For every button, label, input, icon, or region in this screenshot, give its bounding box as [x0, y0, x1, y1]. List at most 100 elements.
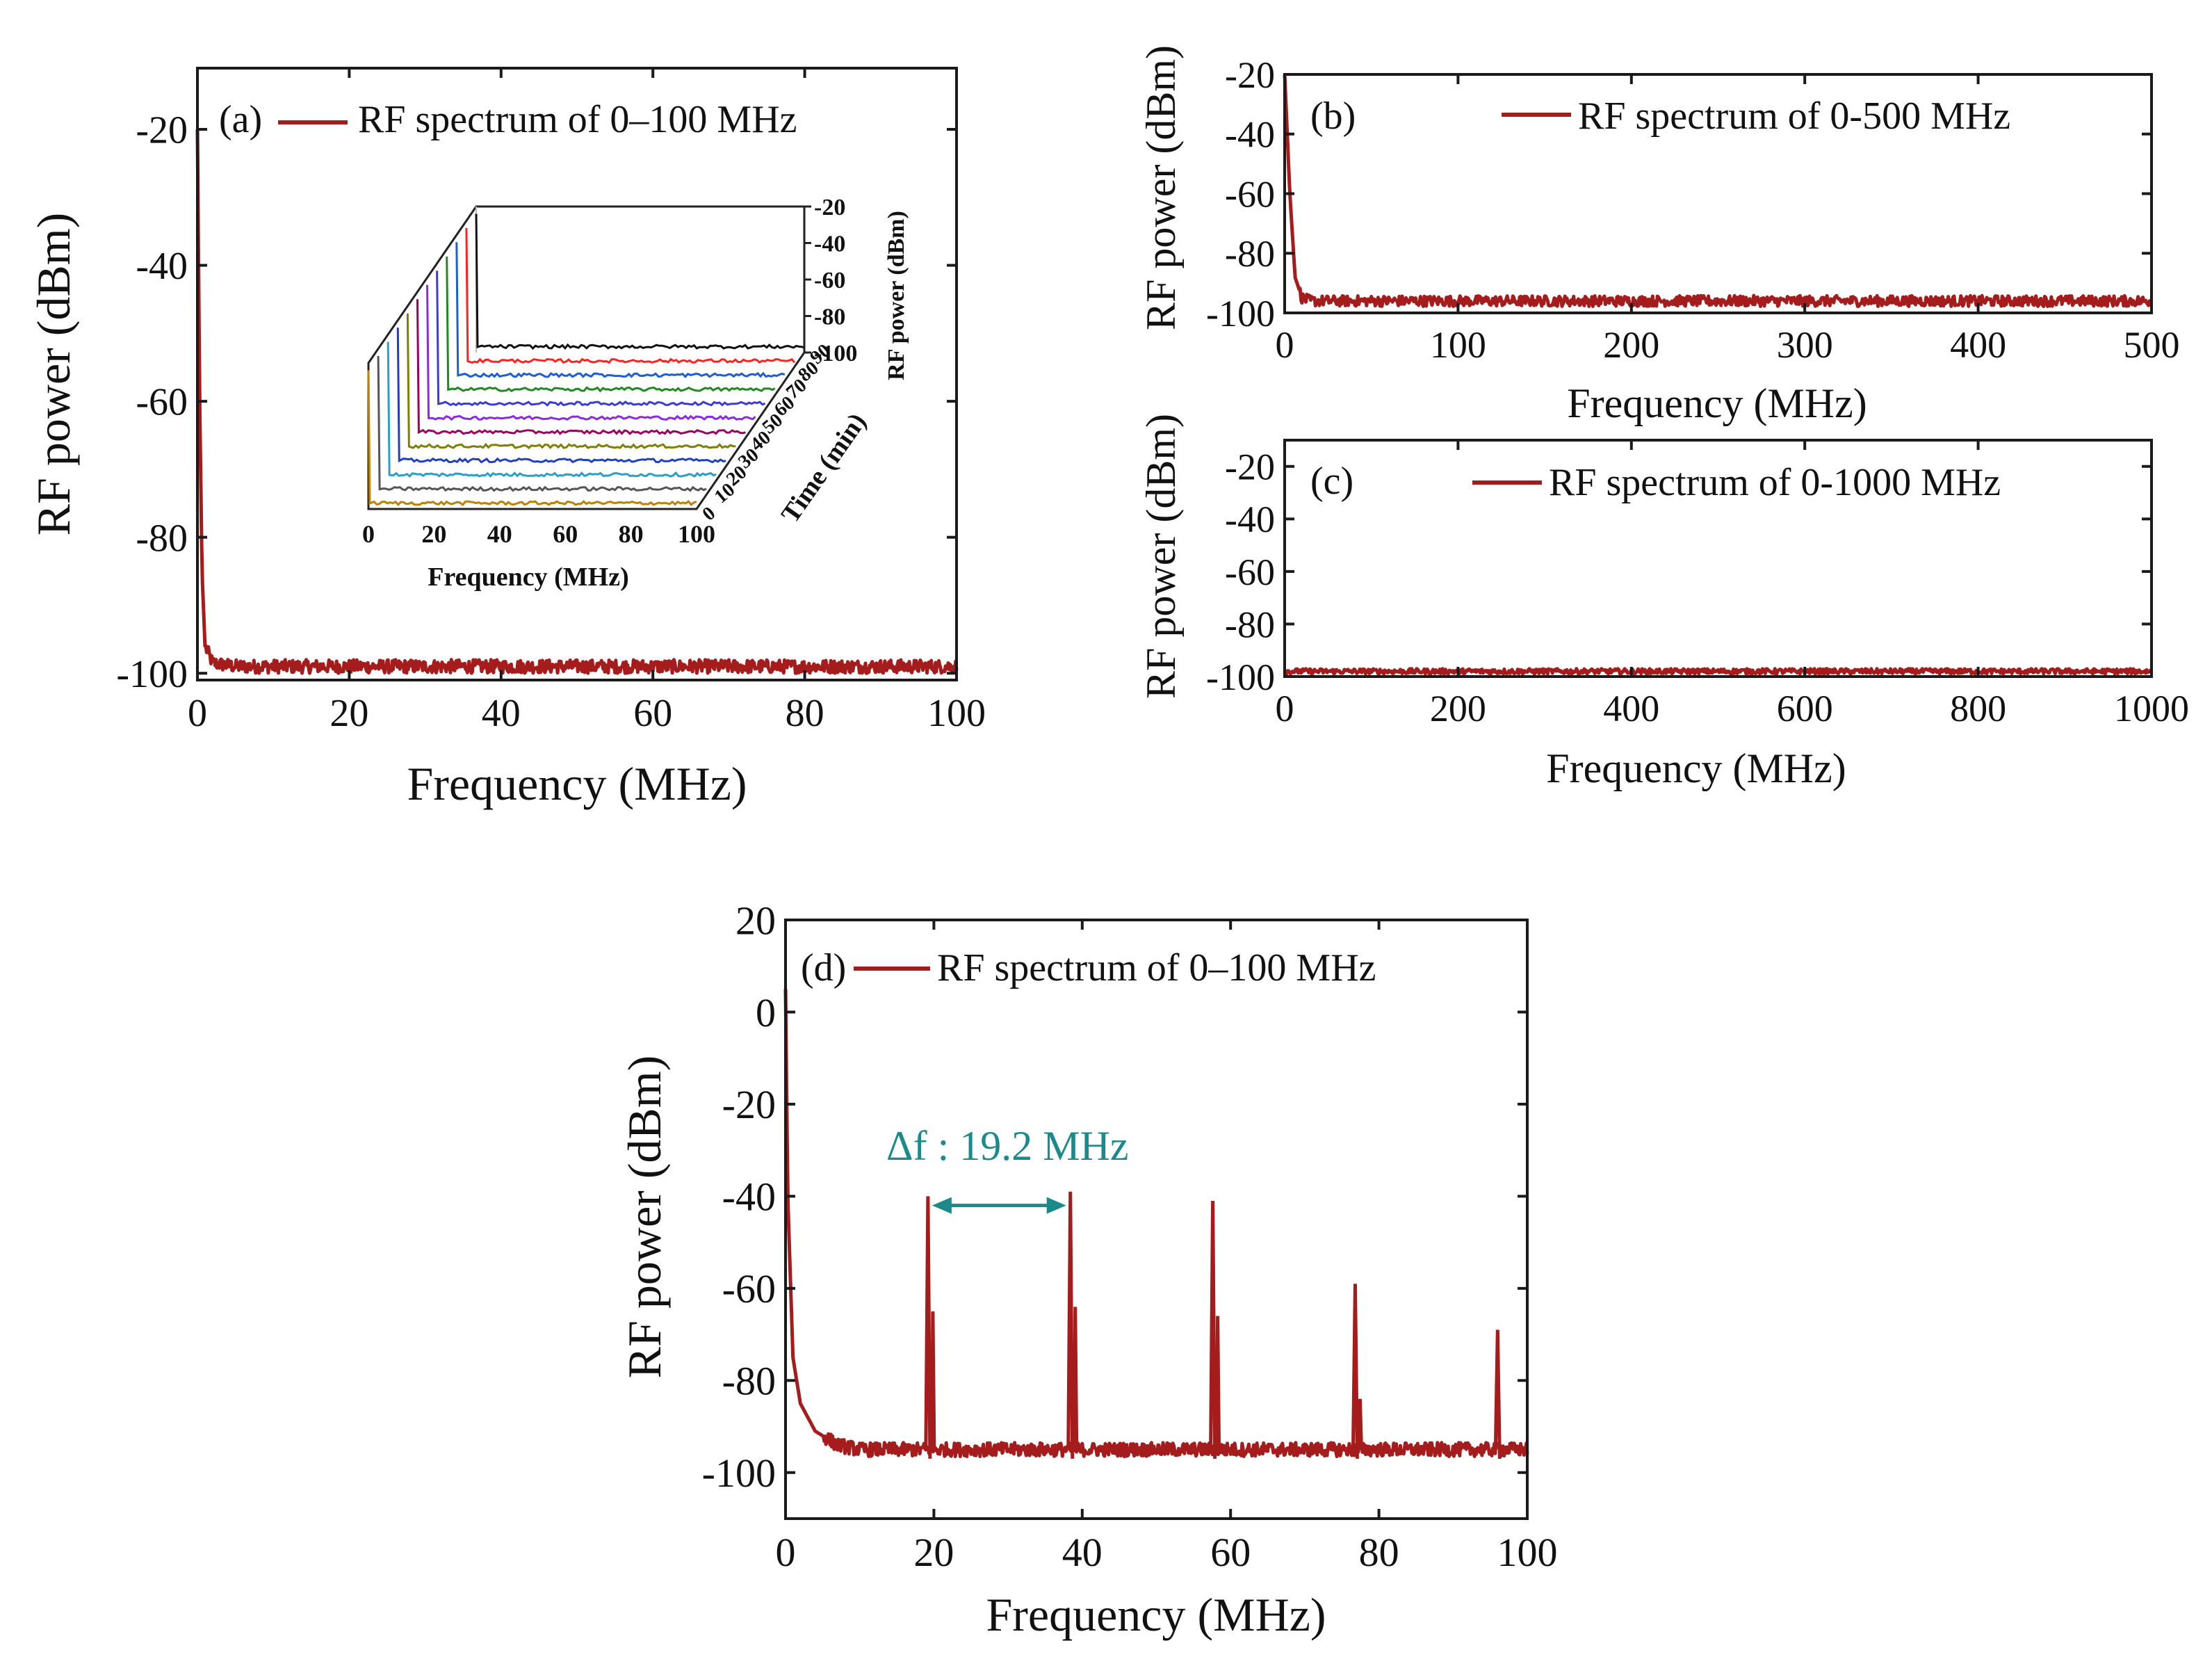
panel-c-xlabel: Frequency (MHz) — [1546, 745, 1846, 791]
panel-c-legend: RF spectrum of 0-1000 MHz — [1549, 461, 2001, 504]
panel-a-inset: 0 20 40 60 80 100-20-40-60-80-100010203040506… — [362, 195, 857, 548]
panel-d-ytick-label: 0 — [756, 990, 776, 1035]
panel-b-trace — [1283, 74, 2154, 308]
inset-time-label: Time (min) — [776, 408, 872, 528]
panel-d-xtick-label: 20 — [913, 1530, 954, 1575]
inset-ztick-label: -60 — [814, 268, 845, 293]
panel-c-ylabel: RF power (dBm) — [1138, 414, 1184, 699]
panel-c-ytick-label: -40 — [1225, 499, 1275, 540]
panel-b-xtick-label: 0 — [1276, 324, 1294, 366]
inset-xlabel: Frequency (MHz) — [428, 563, 629, 592]
panel-b-ytick-label: -20 — [1225, 54, 1275, 96]
panel-a-ytick-label: -60 — [136, 381, 188, 424]
panel-d-trace — [783, 989, 1529, 1459]
panel-d-peak — [924, 1196, 936, 1459]
panel-a-xtick-label: 40 — [482, 692, 521, 735]
inset-trace — [416, 299, 746, 435]
panel-c-label: (c) — [1310, 460, 1353, 503]
panel-b-xtick-label: 300 — [1777, 324, 1833, 366]
inset-trace — [426, 284, 756, 421]
inset-trace — [396, 328, 726, 464]
delta-f-annotation: Δf : 19.2 MHz — [886, 1123, 1129, 1214]
panel-d-ytick-label: -40 — [722, 1174, 776, 1220]
inset-trace — [446, 256, 776, 393]
inset-trace — [465, 227, 796, 364]
panel-d-legend: RF spectrum of 0–100 MHz — [937, 946, 1376, 989]
panel-a-frame — [196, 67, 958, 681]
panel-c-xtick-label: 600 — [1777, 688, 1833, 729]
panel-d-peak — [1209, 1200, 1221, 1459]
panel-d-label: (d) — [801, 946, 846, 989]
inset-xtick-label: 100 — [678, 520, 715, 548]
inset-trace — [455, 242, 786, 378]
panel-c-frame — [1283, 439, 2153, 678]
inset-xtick-label: 20 — [421, 520, 446, 548]
panel-b-xtick-label: 100 — [1430, 324, 1486, 366]
panel-c-ytick-label: -100 — [1206, 656, 1275, 698]
inset-trace — [406, 313, 736, 450]
panel-d-xtick-label: 80 — [1359, 1530, 1399, 1575]
panel-c-xtick-label: 800 — [1950, 688, 2006, 729]
panel-b-chart: 0 100 200 300 400 500 -100 -80 -60 -40 -20 (b) RF … — [1138, 45, 2180, 426]
delta-f-arrowhead-right — [1046, 1197, 1066, 1214]
inset-trace — [377, 356, 707, 492]
panel-d-peak — [1066, 1191, 1079, 1459]
panel-d-xtick-label: 40 — [1062, 1530, 1103, 1575]
panel-d-xtick-label: 60 — [1210, 1530, 1251, 1575]
panel-b-ytick-label: -40 — [1225, 114, 1275, 156]
inset-xtick-label: 0 — [362, 520, 375, 548]
panel-a-xtick-label: 20 — [330, 692, 368, 735]
panel-a-xtick-label: 100 — [927, 692, 986, 735]
panel-c-xtick-label: 1000 — [2114, 688, 2189, 729]
inset-ztick-label: -40 — [814, 232, 845, 257]
panel-c-trace — [1283, 667, 2153, 676]
panel-b-ylabel: RF power (dBm) — [1138, 45, 1184, 330]
panel-d-xlabel: Frequency (MHz) — [986, 1588, 1326, 1641]
panel-a-ytick-label: -100 — [116, 653, 188, 696]
inset-trace — [436, 270, 766, 407]
panel-d-ytick-label: -100 — [702, 1450, 776, 1496]
inset-trace — [475, 213, 805, 350]
panel-c-ytick-label: -60 — [1225, 551, 1275, 593]
panel-d-ytick-label: -80 — [722, 1359, 776, 1404]
panel-c-xtick-label: 400 — [1603, 688, 1659, 729]
panel-a-ytick-label: -40 — [136, 245, 188, 288]
panel-b-xtick-label: 500 — [2124, 324, 2180, 366]
panel-d-ytick-label: 20 — [735, 898, 776, 943]
panel-d-frame — [784, 919, 1529, 1520]
inset-ztick-label: -100 — [814, 341, 857, 366]
panel-c-ytick-label: -80 — [1225, 604, 1275, 645]
inset-xtick-label: 80 — [619, 520, 644, 548]
inset-xtick-label: 60 — [553, 520, 578, 548]
panel-a-chart: 0 20 40 60 80 100 -100 -80 -60 -40 -20 (a) RF spec… — [27, 67, 986, 810]
panel-a-ytick-label: -80 — [136, 517, 188, 560]
panel-b-xtick-label: 400 — [1950, 324, 2006, 366]
panel-c-chart: 0 200 400 600 800 1000 -100 -80 -60 -40 -20 (c) RF… — [1138, 414, 2189, 791]
panel-b-xlabel: Frequency (MHz) — [1567, 380, 1867, 426]
panel-c-ytick-label: -20 — [1225, 446, 1275, 488]
panel-d-xtick-label: 100 — [1497, 1530, 1558, 1575]
inset-xtick-label: 40 — [487, 520, 512, 548]
panel-b-ytick-label: -80 — [1225, 233, 1275, 275]
panel-c-xtick-label: 200 — [1430, 688, 1486, 729]
panel-a-xtick-label: 0 — [188, 692, 207, 735]
panel-a-ytick-label: -20 — [136, 109, 188, 152]
panel-a-trace — [195, 129, 959, 675]
panel-a-ylabel: RF power (dBm) — [27, 213, 80, 536]
inset-ztick-label: -80 — [814, 305, 845, 330]
panel-b-ytick-label: -60 — [1225, 173, 1275, 215]
panel-a-xtick-label: 80 — [786, 692, 824, 735]
panel-d-peak — [1351, 1284, 1363, 1459]
panel-d-peak — [1493, 1329, 1506, 1459]
inset-ztick-label: -20 — [814, 195, 845, 220]
inset-ylabel: RF power (dBm) — [884, 211, 909, 380]
panel-d-ytick-label: -20 — [722, 1082, 776, 1127]
panel-d-chart: 0 20 40 60 80 100 -100 -80 -60 -40 -20 0 20 (d) RF s… — [618, 898, 1558, 1641]
panel-d-xtick-label: 0 — [776, 1530, 796, 1575]
inset-trace — [387, 341, 717, 478]
inset-trace — [367, 370, 697, 506]
panel-b-frame — [1283, 73, 2153, 314]
panel-a-xlabel: Frequency (MHz) — [407, 757, 747, 810]
panel-b-label: (b) — [1310, 95, 1356, 138]
